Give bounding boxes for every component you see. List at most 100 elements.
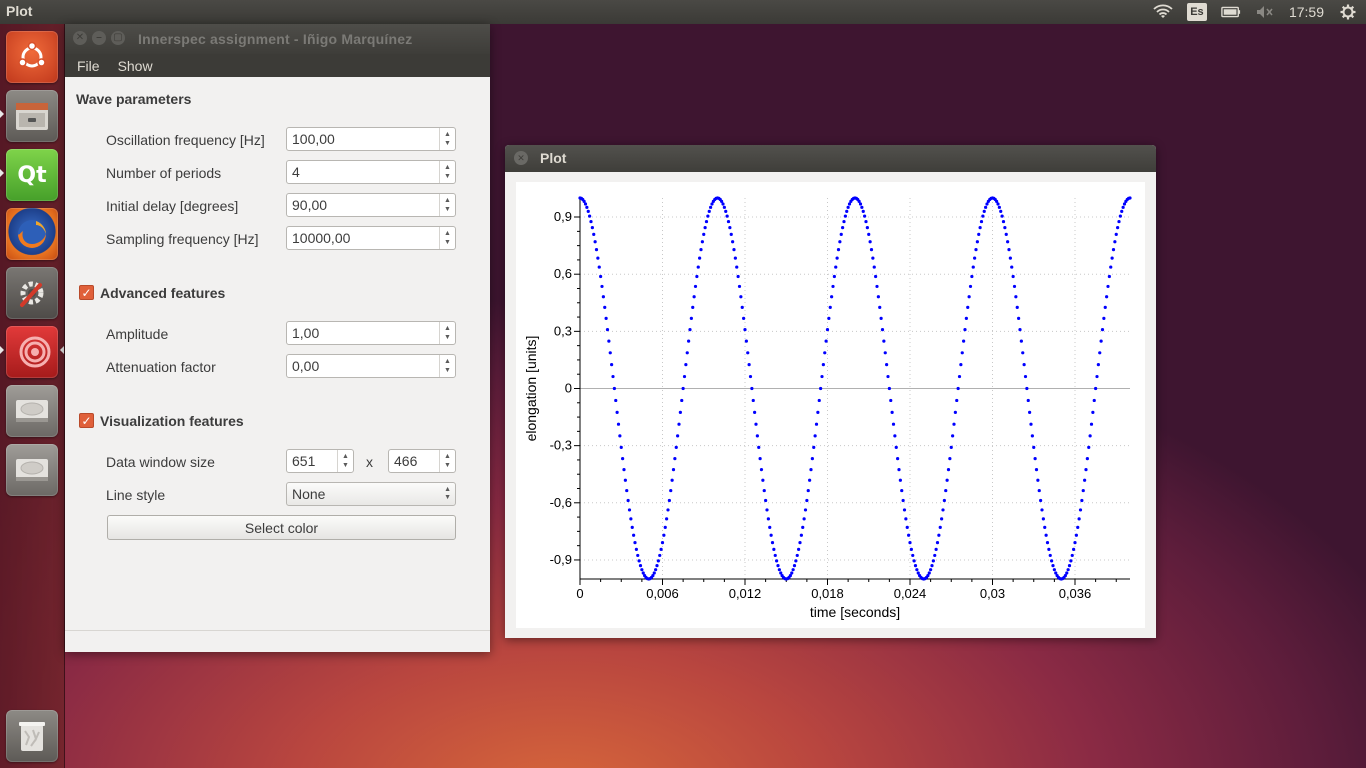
data-point — [678, 410, 682, 414]
data-point — [1109, 265, 1113, 269]
data-point — [938, 525, 942, 529]
data-point — [698, 256, 702, 260]
spin-arrows-icon[interactable]: ▲ ▼ — [439, 128, 455, 150]
x-tick-label: 0,006 — [646, 586, 679, 601]
line-style-value: None — [292, 486, 326, 502]
data-point — [1003, 226, 1007, 230]
spin-arrows-icon[interactable]: ▲ ▼ — [439, 194, 455, 216]
main-titlebar[interactable]: ✕ – ▢ Innerspec assignment - Iñigo Marqu… — [65, 24, 490, 54]
amplitude-value: 1,00 — [292, 325, 320, 341]
menu-show[interactable]: Show — [117, 57, 153, 74]
data-point — [875, 284, 879, 289]
data-point — [1021, 351, 1025, 355]
attenuation-factor-spinbox[interactable]: 0,00 ▲ ▼ — [286, 354, 456, 378]
data-point — [658, 553, 662, 558]
spin-arrows-icon[interactable]: ▲ ▼ — [439, 355, 455, 377]
data-point — [830, 295, 834, 299]
data-point — [934, 547, 938, 551]
data-point — [948, 457, 952, 461]
data-point — [930, 564, 934, 568]
initial-delay-label: Initial delay [degrees] — [106, 198, 239, 214]
maximize-icon[interactable]: ▢ — [111, 31, 125, 45]
spin-arrows-icon[interactable]: ▲ ▼ — [439, 450, 455, 472]
data-point — [896, 457, 900, 461]
data-point — [1022, 363, 1026, 367]
spin-arrows-icon[interactable]: ▲ ▼ — [439, 227, 455, 249]
data-point — [593, 240, 597, 244]
close-icon[interactable]: ✕ — [514, 151, 528, 165]
oscillation-frequency-spinbox[interactable]: 100,00 ▲ ▼ — [286, 127, 456, 151]
data-point — [652, 571, 656, 575]
data-point — [955, 398, 959, 403]
data-point — [900, 488, 904, 493]
plot-window: ✕ Plot 0 0,006 0,012 0,018 0,024 0,03 0,036 0,9… — [505, 145, 1156, 638]
data-point — [795, 553, 799, 558]
plot-titlebar[interactable]: ✕ Plot — [505, 145, 1156, 172]
data-point — [799, 533, 803, 537]
system-gear-icon[interactable] — [1338, 4, 1358, 20]
data-point — [765, 508, 769, 512]
initial-delay-spinbox[interactable]: 90,00 ▲ ▼ — [286, 193, 456, 217]
sampling-frequency-spinbox[interactable]: 10000,00 ▲ ▼ — [286, 226, 456, 250]
data-point — [968, 284, 973, 289]
data-point — [662, 533, 666, 537]
data-point — [736, 274, 740, 279]
wifi-icon[interactable] — [1153, 4, 1173, 20]
data-point — [588, 214, 592, 218]
file-cabinet-icon — [16, 103, 48, 130]
ubuntu-logo-icon — [18, 41, 46, 68]
data-point — [726, 219, 731, 224]
launcher-trash[interactable] — [6, 710, 58, 762]
ubuntu-dash-button[interactable] — [6, 31, 58, 83]
window-width-spinbox[interactable]: 651 ▲ ▼ — [286, 449, 354, 473]
data-point — [706, 214, 710, 218]
number-of-periods-spinbox[interactable]: 4 ▲ ▼ — [286, 160, 456, 184]
amplitude-spinbox[interactable]: 1,00 ▲ ▼ — [286, 321, 456, 345]
data-point — [982, 209, 986, 213]
line-style-combobox[interactable]: None ▲ ▼ — [286, 482, 456, 506]
data-point — [1017, 316, 1021, 320]
data-point — [1072, 547, 1076, 551]
minimize-icon[interactable]: – — [92, 31, 106, 45]
data-point — [927, 571, 931, 575]
advanced-features-heading[interactable]: Advanced features — [100, 285, 226, 301]
select-color-button[interactable]: Select color — [107, 515, 456, 540]
menu-file[interactable]: File — [77, 57, 100, 74]
window-height-spinbox[interactable]: 466 ▲ ▼ — [388, 449, 456, 473]
close-icon[interactable]: ✕ — [73, 31, 87, 45]
data-point — [1087, 445, 1091, 449]
launcher-disk-drive-2[interactable] — [6, 444, 58, 496]
x-tick-label: 0,018 — [811, 586, 844, 601]
advanced-features-checkbox[interactable]: ✓ — [79, 285, 94, 300]
data-point — [798, 541, 802, 545]
launcher-files[interactable] — [6, 90, 58, 142]
settings-panel: Wave parameters Oscillation frequency [H… — [65, 77, 490, 652]
visualization-features-heading[interactable]: Visualization features — [100, 413, 244, 429]
data-point — [879, 316, 883, 320]
data-point — [1085, 457, 1089, 461]
spin-arrows-icon[interactable]: ▲ ▼ — [439, 161, 455, 183]
data-point — [821, 363, 825, 367]
data-point — [676, 434, 680, 438]
spin-arrows-icon[interactable]: ▲ ▼ — [337, 450, 353, 472]
volume-muted-icon[interactable] — [1255, 4, 1275, 20]
data-point — [755, 434, 759, 438]
launcher-disk-drive-1[interactable] — [6, 385, 58, 437]
battery-icon[interactable] — [1221, 4, 1241, 20]
data-point — [926, 574, 930, 578]
keyboard-layout-indicator[interactable]: Es — [1186, 3, 1207, 21]
launcher-qt-creator[interactable]: Qt — [6, 149, 58, 201]
launcher-system-settings[interactable] — [6, 267, 58, 319]
visualization-features-checkbox[interactable]: ✓ — [79, 413, 94, 428]
data-point — [1113, 240, 1117, 244]
data-point — [684, 363, 688, 367]
data-point — [868, 240, 872, 244]
clock[interactable]: 17:59 — [1288, 4, 1324, 20]
launcher-plot-app[interactable] — [6, 326, 58, 378]
spin-arrows-icon[interactable]: ▲ ▼ — [439, 322, 455, 344]
wave-parameters-heading: Wave parameters — [76, 91, 192, 107]
launcher-firefox[interactable] — [6, 208, 58, 260]
data-point — [999, 209, 1003, 213]
data-point — [599, 274, 603, 279]
menubar: File Show — [65, 54, 490, 77]
